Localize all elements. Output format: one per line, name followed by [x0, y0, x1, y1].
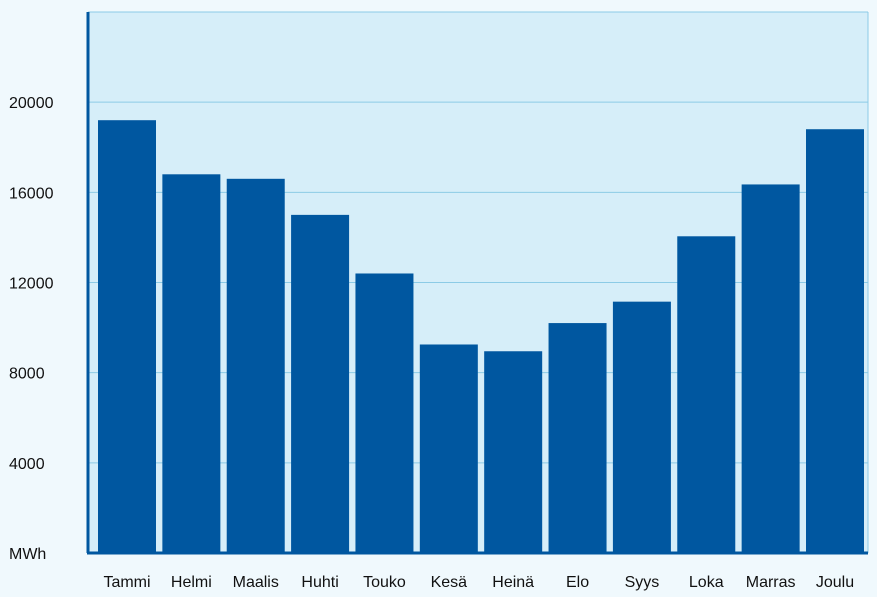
bar-heinä [484, 351, 543, 553]
bar-loka [677, 236, 736, 553]
x-tick-label: Loka [689, 574, 724, 591]
x-tick-label: Joulu [816, 574, 854, 591]
y-tick-label: 20000 [9, 95, 54, 112]
bar-huhti [291, 214, 350, 553]
y-tick-label: 16000 [9, 185, 54, 202]
bar-kesä [419, 344, 478, 553]
x-tick-label: Kesä [431, 574, 468, 591]
x-tick-label: Huhti [301, 574, 338, 591]
y-tick-label: 8000 [9, 366, 45, 383]
bar-touko [355, 273, 414, 553]
x-tick-label: Maalis [233, 574, 279, 591]
x-tick-label: Heinä [492, 574, 534, 591]
bar-tammi [98, 120, 156, 553]
y-tick-labels: 4000 8000 12000 16000 20000 [9, 95, 54, 473]
y-unit-label: MWh [9, 546, 46, 563]
bars [98, 120, 864, 554]
bar-joulu [806, 129, 864, 553]
bar-marras [741, 184, 800, 553]
y-tick-label: 12000 [9, 276, 54, 293]
y-tick-label: 4000 [9, 456, 45, 473]
bar-syys [612, 301, 671, 553]
bar-maalis [226, 178, 285, 553]
x-category-labels: Tammi Helmi Maalis Huhti Touko Kesä Heinä Elo Sy… [103, 574, 854, 591]
x-tick-label: Elo [566, 574, 589, 591]
x-tick-label: Tammi [103, 574, 150, 591]
x-tick-label: Helmi [171, 574, 212, 591]
x-tick-label: Marras [746, 574, 796, 591]
bar-elo [548, 323, 607, 553]
x-tick-label: Syys [625, 574, 660, 591]
x-tick-label: Touko [363, 574, 406, 591]
bar-helmi [162, 174, 221, 554]
